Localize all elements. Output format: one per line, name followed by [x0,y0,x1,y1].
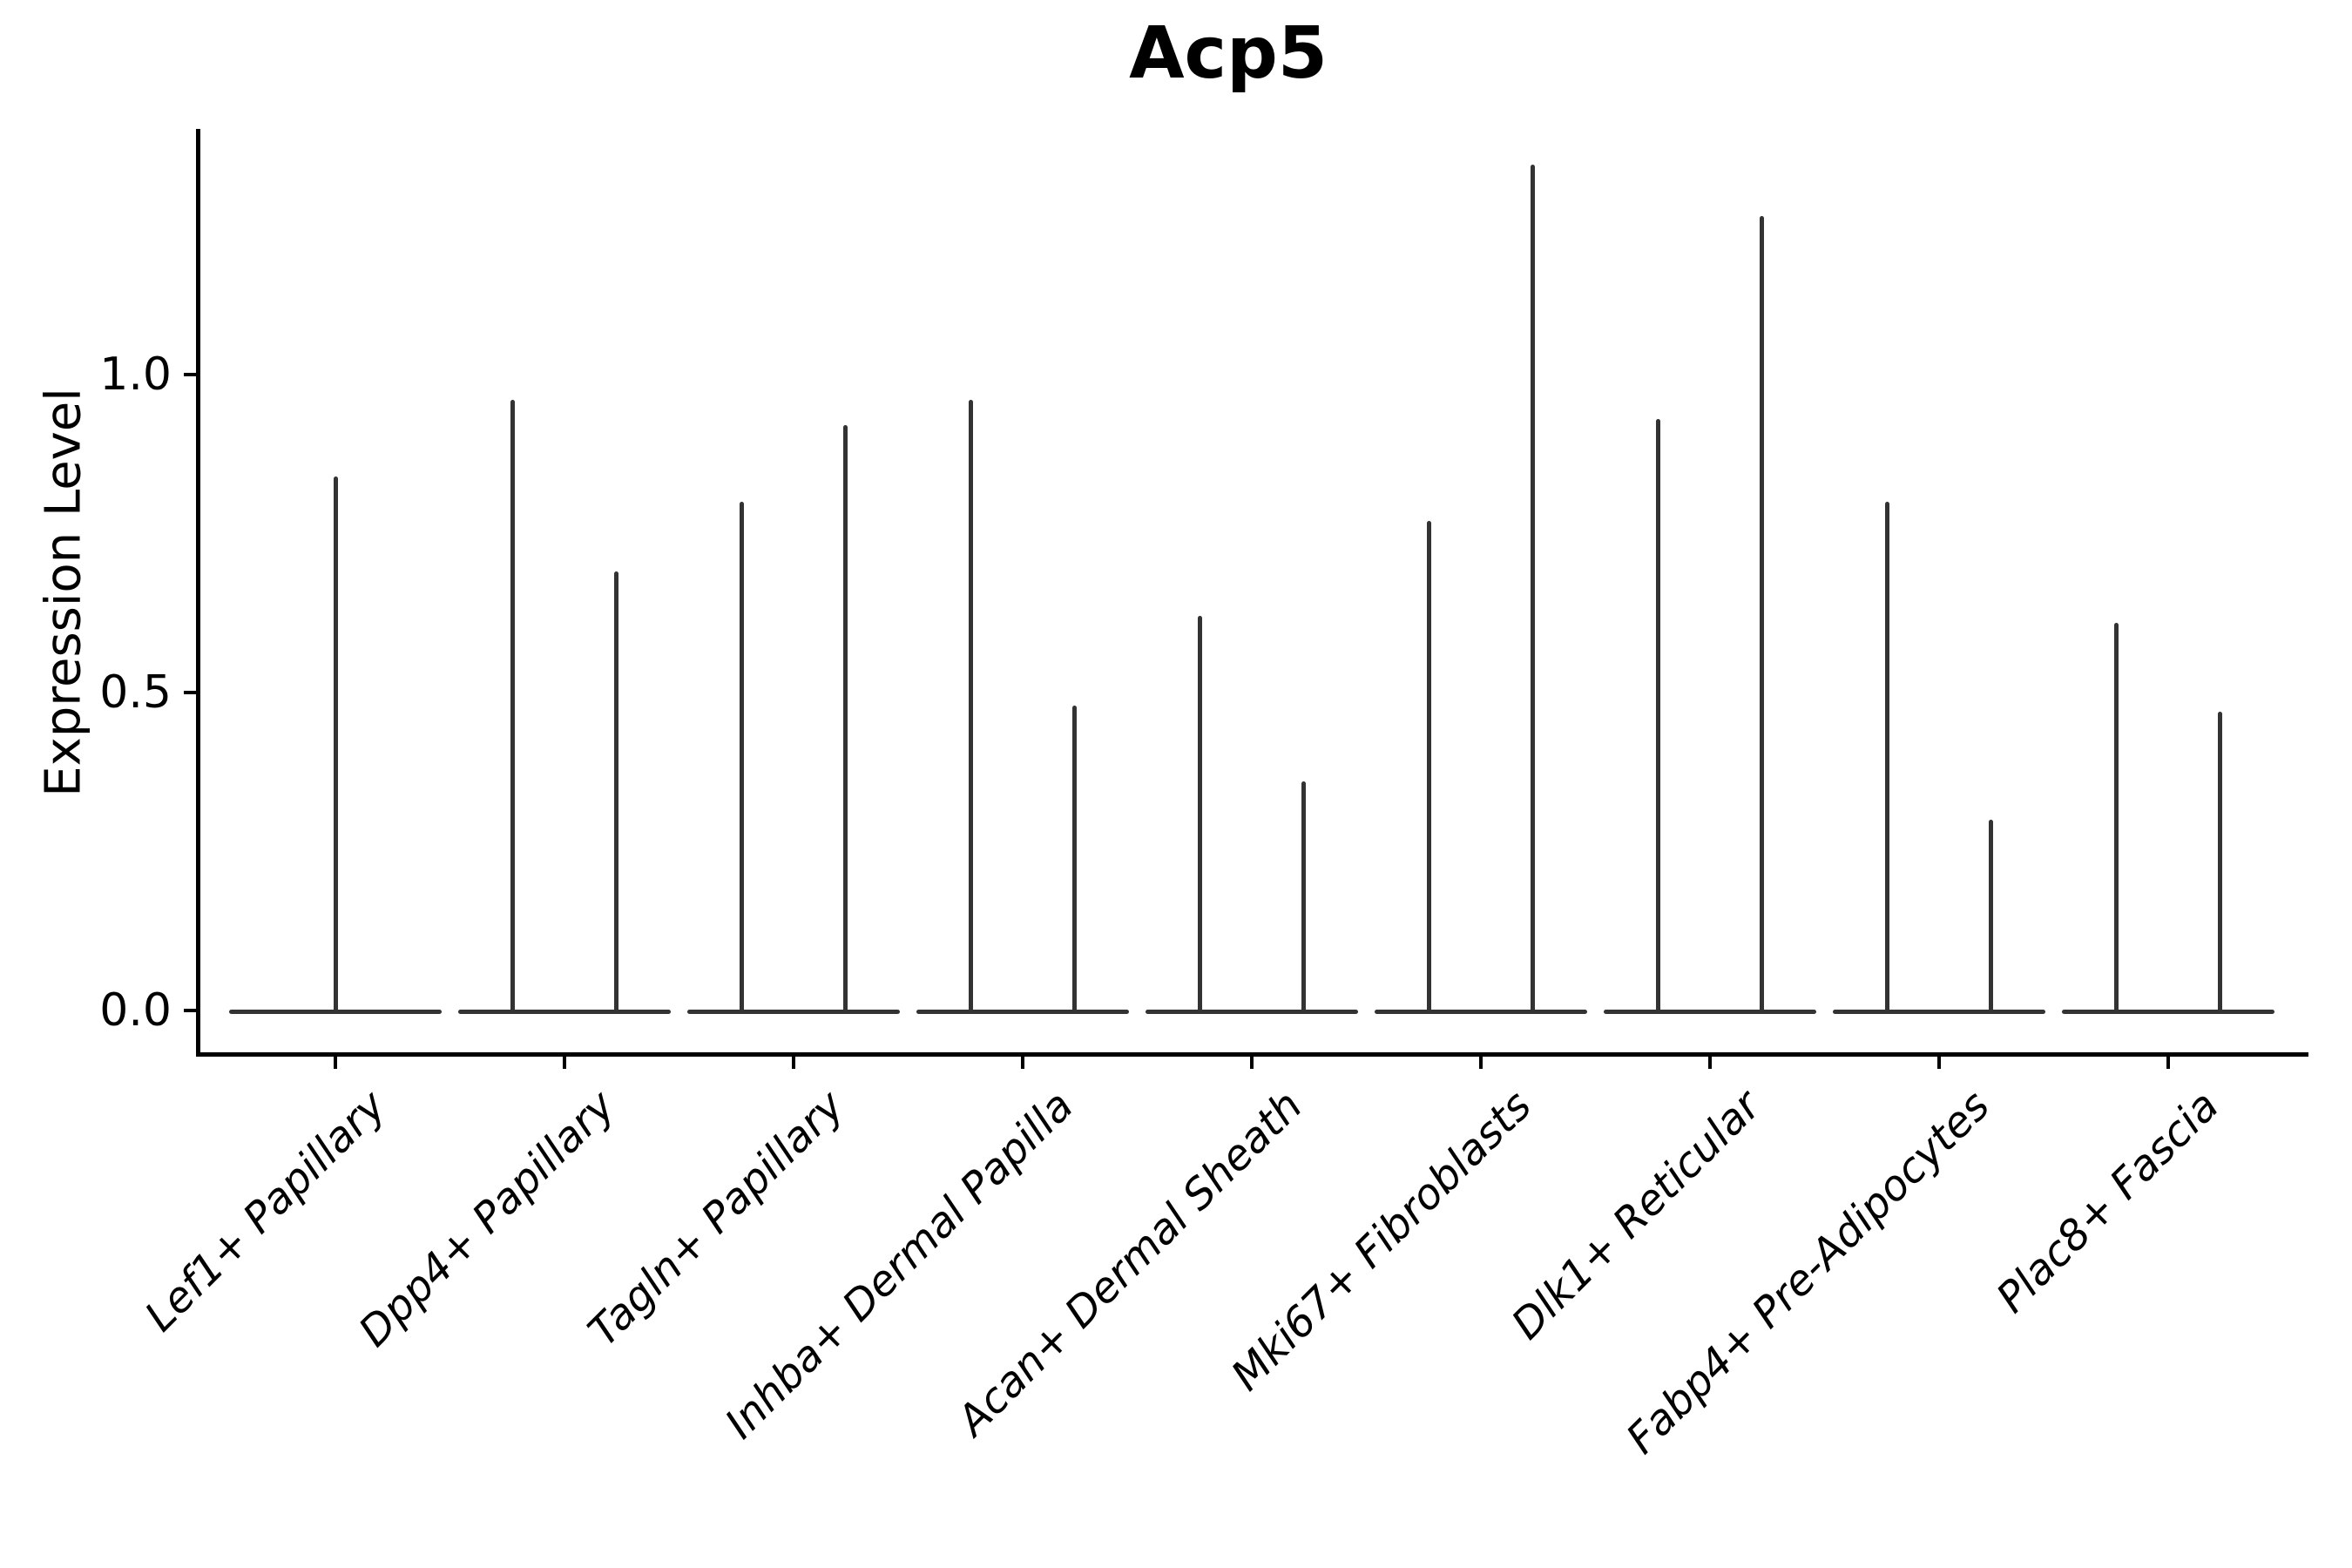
violin-spike [1989,820,1993,1011]
x-tick [563,1057,566,1069]
violin-spike [843,425,848,1011]
violin-spike [969,400,973,1011]
violin-spike [1301,781,1306,1011]
x-tick [1250,1057,1254,1069]
x-tick [2166,1057,2170,1069]
violin-base [229,1010,442,1014]
violin-spike [614,571,618,1011]
violin-base [916,1010,1129,1014]
y-axis-spine [196,129,200,1057]
violin-base [687,1010,900,1014]
violin-spike [1072,705,1077,1011]
x-tick [1021,1057,1024,1069]
y-tick [184,373,196,376]
y-tick-label: 0.5 [99,666,172,719]
violin-spike [2218,711,2222,1011]
x-tick [1708,1057,1712,1069]
violin-base [1604,1010,1816,1014]
y-tick [184,1009,196,1012]
violin-spike [333,476,338,1011]
violin-spike [1760,215,1764,1011]
violin-spike [1198,616,1202,1011]
violin-spike [1885,502,1889,1011]
violin-base [1833,1010,2045,1014]
violin-spike [2114,622,2119,1011]
y-tick [184,691,196,694]
y-axis-label: Expression Level [35,388,92,797]
violin-spike [1531,165,1535,1011]
violin-spike [1656,419,1660,1011]
violin-spike [1427,520,1431,1011]
violin-spike [740,502,744,1011]
x-axis-line [196,1052,2308,1057]
violin-base [458,1010,671,1014]
violin-base [1146,1010,1358,1014]
y-tick-label: 0.0 [99,984,172,1037]
violin-base [2062,1010,2274,1014]
x-tick [334,1057,337,1069]
chart-title: Acp5 [1129,12,1328,95]
x-tick [792,1057,795,1069]
violin-base [1375,1010,1587,1014]
violin-spike [510,400,515,1011]
x-tick [1937,1057,1941,1069]
y-tick-label: 1.0 [99,348,172,401]
x-tick [1479,1057,1483,1069]
